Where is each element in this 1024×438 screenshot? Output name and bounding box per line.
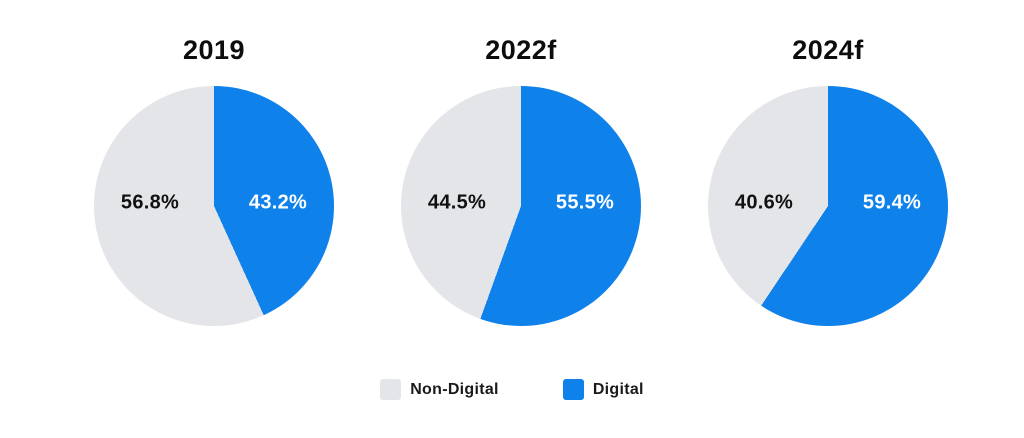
- legend-swatch-digital: [562, 379, 584, 400]
- chart-2019: 2019 56.8% 43.2%: [94, 34, 334, 326]
- slice-label-non-digital: 40.6%: [734, 191, 794, 214]
- legend-label-non-digital: Non-Digital: [410, 380, 499, 398]
- legend-item-digital: Digital: [562, 379, 644, 400]
- slice-label-non-digital: 44.5%: [427, 191, 487, 214]
- legend-label-digital: Digital: [592, 380, 644, 398]
- pie-2022f: 44.5% 55.5%: [401, 86, 641, 326]
- legend: Non-Digital Digital: [0, 379, 1024, 400]
- pie-2024f: 40.6% 59.4%: [708, 86, 948, 326]
- slice-label-non-digital: 56.8%: [120, 191, 180, 214]
- slice-label-digital: 59.4%: [862, 191, 922, 214]
- chart-title: 2024f: [792, 35, 864, 65]
- chart-title: 2022f: [485, 35, 557, 65]
- slice-label-digital: 55.5%: [555, 191, 615, 214]
- chart-title: 2019: [182, 35, 246, 65]
- pie-2019: 56.8% 43.2%: [94, 86, 334, 326]
- chart-2022f: 2022f 44.5% 55.5%: [401, 34, 641, 326]
- legend-item-non-digital: Non-Digital: [380, 379, 499, 400]
- legend-swatch-non-digital: [380, 379, 402, 400]
- slice-label-digital: 43.2%: [248, 191, 308, 214]
- chart-2024f: 2024f 40.6% 59.4%: [708, 34, 948, 326]
